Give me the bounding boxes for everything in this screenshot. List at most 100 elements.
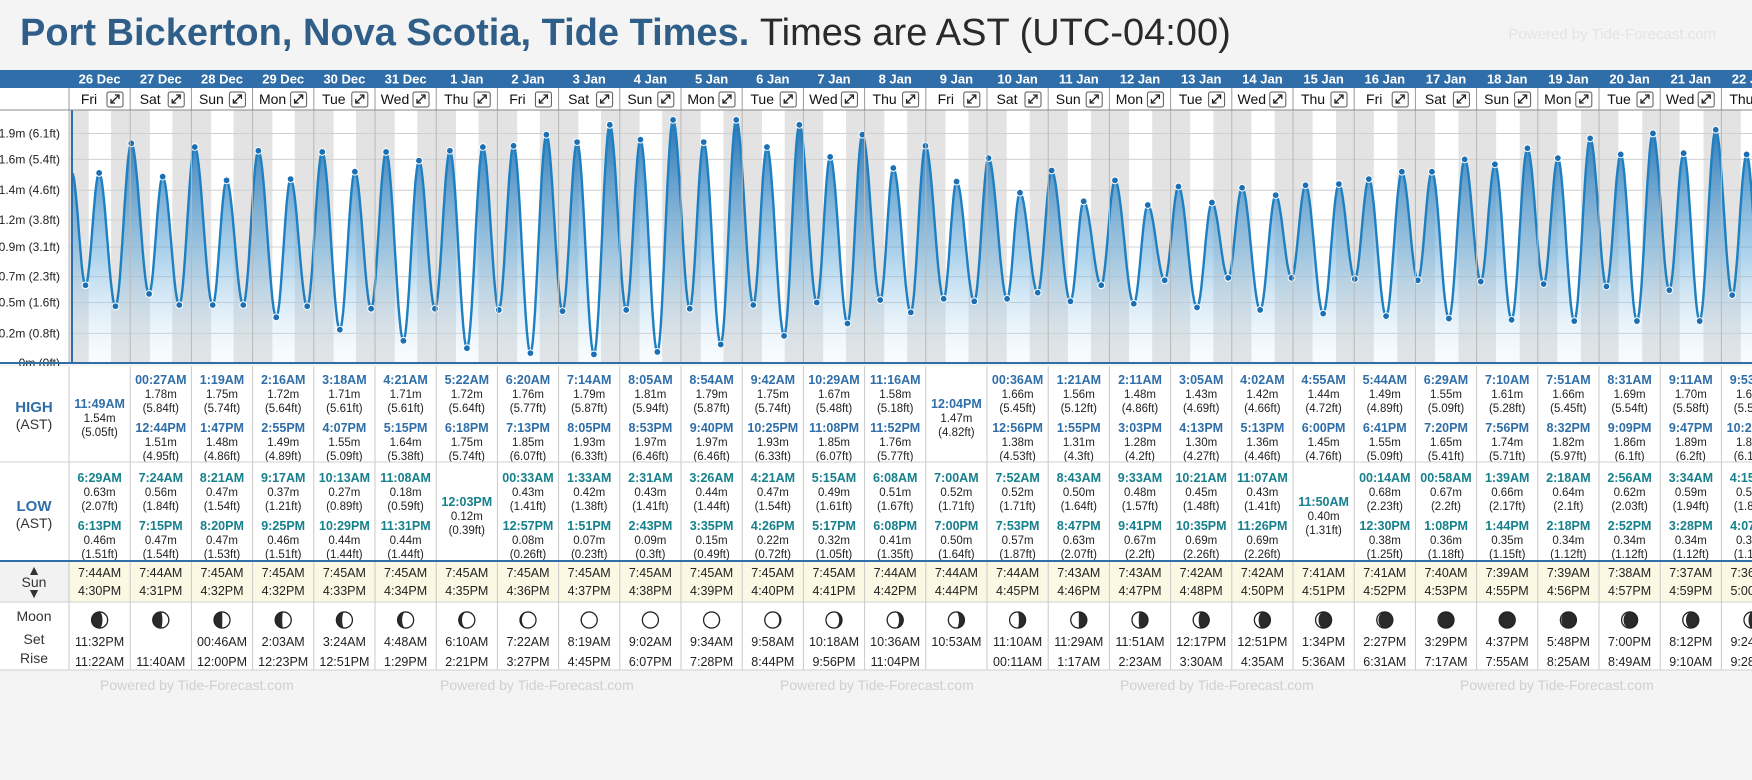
high-tide-height-m: 1.44m — [1308, 389, 1340, 401]
low-tide-time: 4:07PM — [1730, 519, 1752, 533]
moonset-time: 9:02AM — [629, 635, 672, 649]
sunset-time: 4:41PM — [812, 584, 855, 598]
high-tide-time: 1:21AM — [1057, 373, 1101, 387]
high-tide-height-ft: (5.09ft) — [326, 451, 363, 463]
high-tide-time: 4:02AM — [1240, 373, 1284, 387]
high-tide-height-m: 1.38m — [1002, 437, 1034, 449]
y-tick-label: 0.9m (3.1ft) — [0, 240, 60, 254]
date-label: 13 Jan — [1181, 71, 1222, 86]
high-tide-height-m: 1.49m — [267, 437, 299, 449]
moonrise-time: 2:23AM — [1118, 655, 1161, 669]
expand-icon — [722, 94, 732, 104]
moonset-time: 9:24PM — [1730, 635, 1752, 649]
low-tide-point — [431, 304, 439, 313]
sunrise-time: 7:37AM — [1669, 566, 1712, 580]
low-tide-time: 7:15PM — [139, 519, 183, 533]
high-tide-time: 9:53AM — [1730, 373, 1752, 387]
high-tide-time: 10:27PM — [1727, 421, 1752, 435]
high-tide-height-ft: (5.74ft) — [755, 403, 792, 415]
date-label: 16 Jan — [1365, 71, 1406, 86]
low-tide-point — [1319, 309, 1328, 318]
low-tide-time: 1:51PM — [567, 519, 611, 533]
weekday-label: Thu — [1301, 91, 1325, 107]
weekday-label: Sat — [568, 91, 589, 107]
high-tide-height-m: 1.58m — [879, 389, 911, 401]
high-tide-time: 7:51AM — [1546, 373, 1590, 387]
high-tide-time: 2:55PM — [261, 421, 305, 435]
moonset-time: 9:58AM — [751, 635, 794, 649]
low-tide-time: 9:33AM — [1118, 471, 1162, 485]
sunrise-time: 7:45AM — [384, 566, 427, 580]
moon-outline — [1314, 611, 1333, 629]
low-tide-time: 1:33AM — [567, 471, 611, 485]
low-row-sublabel: (AST) — [16, 515, 53, 531]
tide-chart-svg: 0m (0ft)0.2m (0.8ft)0.5m (1.6ft)0.7m (2.… — [0, 70, 1752, 693]
low-tide-height-m: 0.35m — [1491, 535, 1523, 547]
low-tide-time: 4:21AM — [751, 471, 795, 485]
moon-phase-icon — [1559, 611, 1578, 629]
high-tide-height-ft: (6.33ft) — [755, 451, 792, 463]
moon-phase-icon — [1376, 611, 1394, 629]
moon-outline — [274, 611, 292, 629]
low-tide-time: 6:13PM — [78, 519, 122, 533]
sunset-time: 4:44PM — [935, 584, 978, 598]
moon-phase-icon — [1620, 611, 1639, 629]
moon-outline — [886, 611, 904, 629]
moonrise-time: 9:10AM — [1669, 655, 1712, 669]
low-tide-height-m: 0.49m — [818, 487, 850, 499]
moon-phase-icon — [1131, 611, 1149, 629]
date-header-row — [0, 70, 1752, 88]
low-tide-height-m: 0.50m — [1063, 487, 1095, 499]
moon-phase-icon — [886, 611, 904, 629]
high-tide-height-m: 1.82m — [1552, 437, 1584, 449]
date-label: 10 Jan — [997, 71, 1038, 86]
low-tide-height-m: 0.45m — [1185, 487, 1217, 499]
low-tide-point — [843, 319, 852, 328]
high-tide-height-m: 1.97m — [634, 437, 666, 449]
low-tide-point — [526, 349, 535, 358]
sunrise-icon: ▲ — [27, 562, 41, 578]
low-tide-height-m: 0.50m — [940, 535, 972, 547]
low-tide-point — [1033, 288, 1042, 297]
moon-outline — [702, 611, 721, 629]
high-tide-height-m: 1.43m — [1185, 389, 1217, 401]
weekday-label: Fri — [1366, 91, 1382, 107]
high-tide-time: 8:32PM — [1547, 421, 1591, 435]
low-tide-height-ft: (1.80ft) — [1734, 501, 1752, 513]
footer-watermark: Powered by Tide-Forecast.com — [1460, 677, 1654, 693]
high-tide-height-m: 1.79m — [573, 389, 605, 401]
moon-outline — [1498, 611, 1516, 629]
high-tide-height-m: 1.42m — [1246, 389, 1278, 401]
low-tide-height-ft: (1.12ft) — [1611, 549, 1648, 561]
high-tide-point — [1397, 167, 1406, 176]
low-tide-time: 2:56AM — [1607, 471, 1651, 485]
low-tide-height-m: 0.48m — [1124, 487, 1156, 499]
high-tide-point — [1016, 188, 1024, 197]
high-tide-height-m: 1.65m — [1430, 437, 1462, 449]
low-tide-height-m: 0.27m — [328, 487, 360, 499]
low-tide-time: 8:43AM — [1057, 471, 1101, 485]
high-tide-height-m: 1.69m — [1614, 389, 1646, 401]
weekday-label: Wed — [1238, 91, 1267, 107]
moon-lit-portion — [282, 612, 292, 628]
low-tide-time: 3:35PM — [690, 519, 734, 533]
low-tide-point — [399, 336, 408, 345]
low-tide-height-ft: (1.44ft) — [387, 549, 424, 561]
date-label: 18 Jan — [1487, 71, 1528, 86]
timezone-note: Times are AST (UTC-04:00) — [759, 12, 1231, 54]
low-tide-point — [1224, 273, 1233, 282]
expand-icon — [477, 94, 487, 104]
sunset-time: 4:47PM — [1118, 584, 1161, 598]
high-tide-height-ft: (5.28ft) — [1489, 403, 1526, 415]
sunrise-time: 7:45AM — [751, 566, 794, 580]
low-tide-time: 9:41PM — [1118, 519, 1162, 533]
sunset-time: 4:30PM — [78, 584, 121, 598]
high-tide-height-m: 1.76m — [512, 389, 544, 401]
moon-phase-icon — [90, 611, 109, 629]
low-tide-point — [1665, 286, 1674, 295]
sunset-time: 4:57PM — [1608, 584, 1651, 598]
sunrise-time: 7:44AM — [935, 566, 978, 580]
low-tide-time: 9:17AM — [261, 471, 305, 485]
low-tide-height-m: 0.67m — [1430, 487, 1462, 499]
sunrise-time: 7:45AM — [812, 566, 855, 580]
